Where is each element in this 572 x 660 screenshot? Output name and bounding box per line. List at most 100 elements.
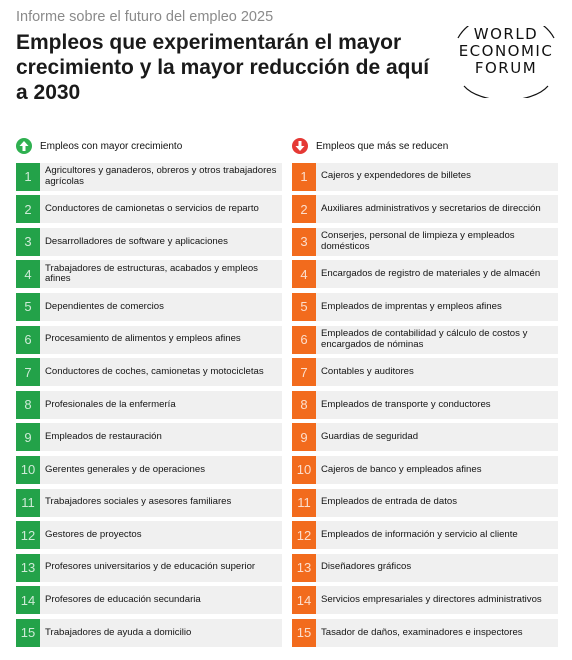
growth-rank-number: 1	[16, 162, 40, 191]
jobs-columns: Empleos con mayor crecimiento 1 Agriculto…	[16, 134, 558, 652]
decline-list-item: 14 Servicios empresariales y directores a…	[292, 586, 558, 615]
decline-list-item: 13 Diseñadores gráficos	[292, 553, 558, 582]
decline-rank-number: 12	[292, 521, 316, 550]
decline-job-label: Diseñadores gráficos	[321, 561, 412, 573]
growth-job-label: Profesores de educación secundaria	[45, 594, 201, 606]
growth-job-label: Trabajadores de estructuras, acabados y …	[45, 262, 258, 285]
decline-rank-number: 11	[292, 488, 316, 517]
growth-list-item: 12 Gestores de proyectos	[16, 521, 282, 550]
growth-heading: Empleos con mayor crecimiento	[16, 134, 282, 158]
growth-list-item: 15 Trabajadores de ayuda a domicilio	[16, 618, 282, 647]
decline-list-item: 15 Tasador de daños, examinadores e inspe…	[292, 618, 558, 647]
decline-list-item: 10 Cajeros de banco y empleados afines	[292, 455, 558, 484]
decline-job-label: Tasador de daños, examinadores e inspect…	[321, 626, 523, 638]
growth-job-label: Agricultores y ganaderos, obreros y otro…	[45, 165, 277, 187]
decline-rank-number: 5	[292, 292, 316, 321]
decline-heading: Empleos que más se reducen	[292, 134, 558, 158]
growth-list-item: 6 Procesamiento de alimentos y empleos af…	[16, 325, 282, 354]
decline-job-label: Empleados de imprentas y empleos afines	[321, 300, 502, 312]
growth-job-label: Profesores universitarios y de educación…	[45, 561, 256, 573]
growth-rank-number: 15	[16, 618, 40, 647]
growth-job-label: Conductores de coches, camionetas y moto…	[45, 365, 264, 377]
decline-rank-number: 15	[292, 618, 316, 647]
growth-rank-number: 14	[16, 586, 40, 615]
growth-list-item: 7 Conductores de coches, camionetas y mot…	[16, 358, 282, 387]
decline-list-item: 12 Empleados de información y servicio al…	[292, 521, 558, 550]
decline-job-label: Servicios empresariales y directores adm…	[321, 594, 542, 606]
growth-rank-number: 10	[16, 455, 40, 484]
decline-heading-label: Empleos que más se reducen	[316, 140, 449, 152]
header: Informe sobre el futuro del empleo 2025 …	[16, 8, 436, 105]
logo-line-forum: FORUM	[474, 59, 538, 77]
arrow-up-icon	[16, 138, 32, 154]
logo-line-economic: ECONOMIC	[458, 42, 554, 60]
growth-list-item: 9 Empleados de restauración	[16, 423, 282, 452]
growth-list-item: 1 Agricultores y ganaderos, obreros y otr…	[16, 162, 282, 191]
growth-rank-number: 6	[16, 325, 40, 354]
decline-rank-number: 14	[292, 586, 316, 615]
arrow-down-icon	[292, 138, 308, 154]
decline-list-item: 3 Conserjes, personal de limpieza y emple…	[292, 227, 558, 256]
decline-rank-number: 1	[292, 162, 316, 191]
growth-list-item: 5 Dependientes de comercios	[16, 292, 282, 321]
growth-job-label: Profesionales de la enfermería	[45, 398, 176, 410]
growth-list-item: 8 Profesionales de la enfermería	[16, 390, 282, 419]
decline-rank-number: 4	[292, 260, 316, 289]
growth-job-label: Dependientes de comercios	[45, 300, 164, 312]
growth-job-label: Desarrolladores de software y aplicacion…	[45, 235, 228, 247]
growth-list-item: 11 Trabajadores sociales y asesores famil…	[16, 488, 282, 517]
report-supertitle: Informe sobre el futuro del empleo 2025	[16, 9, 274, 25]
growth-job-label: Trabajadores sociales y asesores familia…	[45, 496, 232, 508]
growth-job-label: Gestores de proyectos	[45, 528, 142, 540]
growth-rank-number: 3	[16, 227, 40, 256]
decline-rank-number: 13	[292, 553, 316, 582]
growth-job-label: Gerentes generales y de operaciones	[45, 463, 205, 475]
growth-heading-label: Empleos con mayor crecimiento	[40, 140, 183, 152]
decline-list-item: 2 Auxiliares administrativos y secretario…	[292, 195, 558, 224]
decline-list-item: 11 Empleados de entrada de datos	[292, 488, 558, 517]
growth-job-label: Trabajadores de ayuda a domicilio	[45, 626, 192, 638]
growth-job-label: Empleados de restauración	[45, 431, 162, 443]
decline-list-item: 8 Empleados de transporte y conductores	[292, 390, 558, 419]
decline-column: Empleos que más se reducen 1 Cajeros y ex…	[292, 134, 558, 647]
decline-list-item: 7 Contables y auditores	[292, 358, 558, 387]
growth-rank-number: 13	[16, 553, 40, 582]
decline-job-label: Guardias de seguridad	[321, 431, 419, 443]
decline-job-label: Empleados de información y servicio al c…	[321, 528, 518, 540]
decline-job-label: Empleados de transporte y conductores	[321, 398, 491, 410]
logo-line-world: WORLD	[473, 25, 539, 43]
growth-list-item: 10 Gerentes generales y de operaciones	[16, 455, 282, 484]
growth-rank-number: 4	[16, 260, 40, 289]
decline-rank-number: 10	[292, 455, 316, 484]
decline-job-label: Contables y auditores	[321, 365, 414, 377]
decline-list-item: 5 Empleados de imprentas y empleos afines	[292, 292, 558, 321]
growth-list-item: 4 Trabajadores de estructuras, acabados y…	[16, 260, 282, 289]
growth-rank-number: 12	[16, 521, 40, 550]
decline-job-label: Cajeros y expendedores de billetes	[321, 170, 471, 182]
growth-rank-number: 5	[16, 292, 40, 321]
decline-list-item: 1 Cajeros y expendedores de billetes	[292, 162, 558, 191]
decline-job-label: Conserjes, personal de limpieza y emplea…	[321, 230, 515, 252]
decline-list-item: 9 Guardias de seguridad	[292, 423, 558, 452]
page-title: Empleos que experimentarán el mayor crec…	[16, 31, 430, 104]
decline-job-label: Empleados de contabilidad y cálculo de c…	[321, 328, 528, 350]
growth-rank-number: 8	[16, 390, 40, 419]
growth-job-label: Conductores de camionetas o servicios de…	[45, 202, 259, 214]
logo-arc-icon	[457, 26, 555, 98]
decline-rank-number: 3	[292, 227, 316, 256]
decline-rank-number: 2	[292, 195, 316, 224]
growth-job-label: Procesamiento de alimentos y empleos afi…	[45, 333, 241, 345]
growth-list-item: 3 Desarrolladores de software y aplicacio…	[16, 227, 282, 256]
decline-list-item: 6 Empleados de contabilidad y cálculo de …	[292, 325, 558, 354]
decline-rank-number: 8	[292, 390, 316, 419]
decline-job-label: Encargados de registro de materiales y d…	[321, 268, 541, 280]
decline-rank-number: 6	[292, 325, 316, 354]
growth-column: Empleos con mayor crecimiento 1 Agriculto…	[16, 134, 282, 647]
growth-rank-number: 9	[16, 423, 40, 452]
wef-logo: WORLD ECONOMIC FORUM	[448, 26, 564, 98]
decline-rank-number: 9	[292, 423, 316, 452]
decline-job-label: Cajeros de banco y empleados afines	[321, 463, 482, 475]
decline-rank-number: 7	[292, 358, 316, 387]
growth-list-item: 13 Profesores universitarios y de educaci…	[16, 553, 282, 582]
growth-rank-number: 2	[16, 195, 40, 224]
